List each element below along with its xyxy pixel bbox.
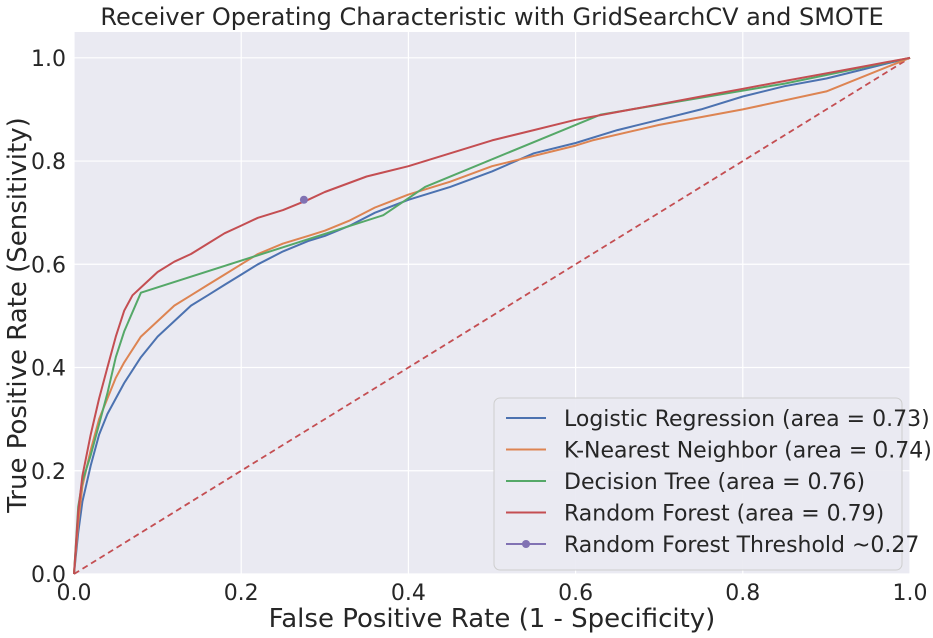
x-tick-label: 0.0 bbox=[57, 581, 92, 606]
legend-swatch-marker bbox=[522, 540, 530, 548]
x-axis-label: False Positive Rate (1 - Specificity) bbox=[269, 604, 716, 634]
legend-entry: Logistic Regression (area = 0.73) bbox=[564, 407, 930, 432]
legend-box bbox=[493, 397, 903, 571]
y-axis-label: True Positive Rate (Sensitivity) bbox=[3, 117, 33, 514]
chart-title: Receiver Operating Characteristic with G… bbox=[100, 3, 883, 31]
diagonal-chance-line bbox=[73, 57, 911, 575]
y-tick-label: 1.0 bbox=[31, 47, 66, 72]
series-lines bbox=[73, 56, 911, 575]
y-tick-label: 0.2 bbox=[31, 460, 66, 485]
grid-lines bbox=[73, 32, 911, 575]
x-tick-label: 0.2 bbox=[224, 581, 259, 606]
legend-entry: Random Forest (area = 0.79) bbox=[564, 502, 884, 527]
series-line-1 bbox=[73, 56, 911, 575]
reference-line bbox=[73, 57, 911, 575]
y-tick-label: 0.8 bbox=[31, 150, 66, 175]
threshold-marker-point bbox=[299, 195, 308, 204]
legend-entry: Decision Tree (area = 0.76) bbox=[564, 470, 865, 495]
series-line-3 bbox=[73, 56, 911, 575]
y-tick-label: 0.0 bbox=[31, 563, 66, 588]
series-line-0 bbox=[73, 56, 911, 575]
y-tick-label: 0.4 bbox=[31, 357, 66, 382]
tick-labels: 0.0 0.2 0.4 0.6 0.8 1.0 0.0 0.2 0.4 0.6 0.8 1.0 bbox=[31, 47, 928, 606]
x-tick-label: 0.8 bbox=[725, 581, 760, 606]
legend: Logistic Regression (area = 0.73) K-Neare… bbox=[493, 397, 932, 571]
x-tick-label: 0.6 bbox=[558, 581, 593, 606]
series-line-2 bbox=[73, 56, 911, 575]
legend-entry: K-Nearest Neighbor (area = 0.74) bbox=[564, 439, 932, 464]
y-tick-label: 0.6 bbox=[31, 253, 66, 278]
x-tick-label: 1.0 bbox=[893, 581, 928, 606]
x-tick-label: 0.4 bbox=[391, 581, 426, 606]
legend-entry: Random Forest Threshold ~0.27 bbox=[564, 533, 919, 558]
